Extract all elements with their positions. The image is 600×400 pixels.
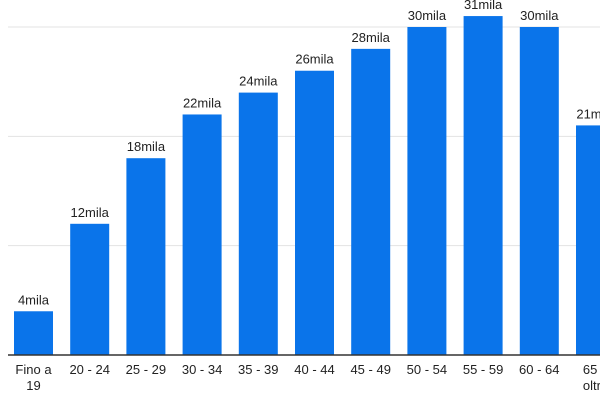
data-label-10: 21mila (576, 106, 600, 121)
tick-label-4: 35 - 39 (238, 362, 278, 377)
bar-1 (70, 223, 110, 355)
tick-label-5: 40 - 44 (294, 362, 334, 377)
bar-8 (463, 16, 503, 356)
data-labels: 4mila 12mila 18mila 22mila 24mila 26mila 28mil… (18, 0, 600, 307)
data-label-1: 12mila (71, 205, 110, 220)
data-label-5: 26mila (295, 52, 334, 67)
tick-label-6: 45 - 49 (350, 362, 390, 377)
data-label-9: 30mila (520, 8, 559, 23)
bar-7 (407, 27, 447, 355)
bar-2 (126, 158, 166, 355)
tick-label-1: 20 - 24 (69, 362, 109, 377)
data-label-0: 4mila (18, 292, 50, 307)
bar-4 (238, 92, 278, 355)
tick-label-3: 30 - 34 (182, 362, 222, 377)
tick-label-7: 50 - 54 (407, 362, 447, 377)
data-label-4: 24mila (239, 74, 278, 89)
data-label-6: 28mila (352, 30, 391, 45)
data-label-2: 18mila (127, 139, 166, 154)
tick-label-9: 60 - 64 (519, 362, 559, 377)
tick-label-8: 55 - 59 (463, 362, 503, 377)
tick-label-2: 25 - 29 (126, 362, 166, 377)
bars (14, 16, 600, 356)
bar-3 (182, 114, 222, 355)
bar-0 (14, 311, 53, 355)
data-label-3: 22mila (183, 95, 222, 110)
x-axis-tick-labels: Fino a 19 20 - 24 25 - 29 30 - 34 35 - 39 40 -… (15, 362, 600, 393)
tick-label-10: 65 eoltre (583, 362, 600, 393)
bar-5 (295, 70, 334, 355)
bar-10 (576, 125, 600, 356)
tick-label-0: Fino a 19 (15, 362, 52, 393)
bar-9 (519, 27, 559, 355)
data-label-8: 31mila (464, 0, 503, 12)
data-label-7: 30mila (408, 8, 447, 23)
bar-6 (351, 48, 391, 355)
